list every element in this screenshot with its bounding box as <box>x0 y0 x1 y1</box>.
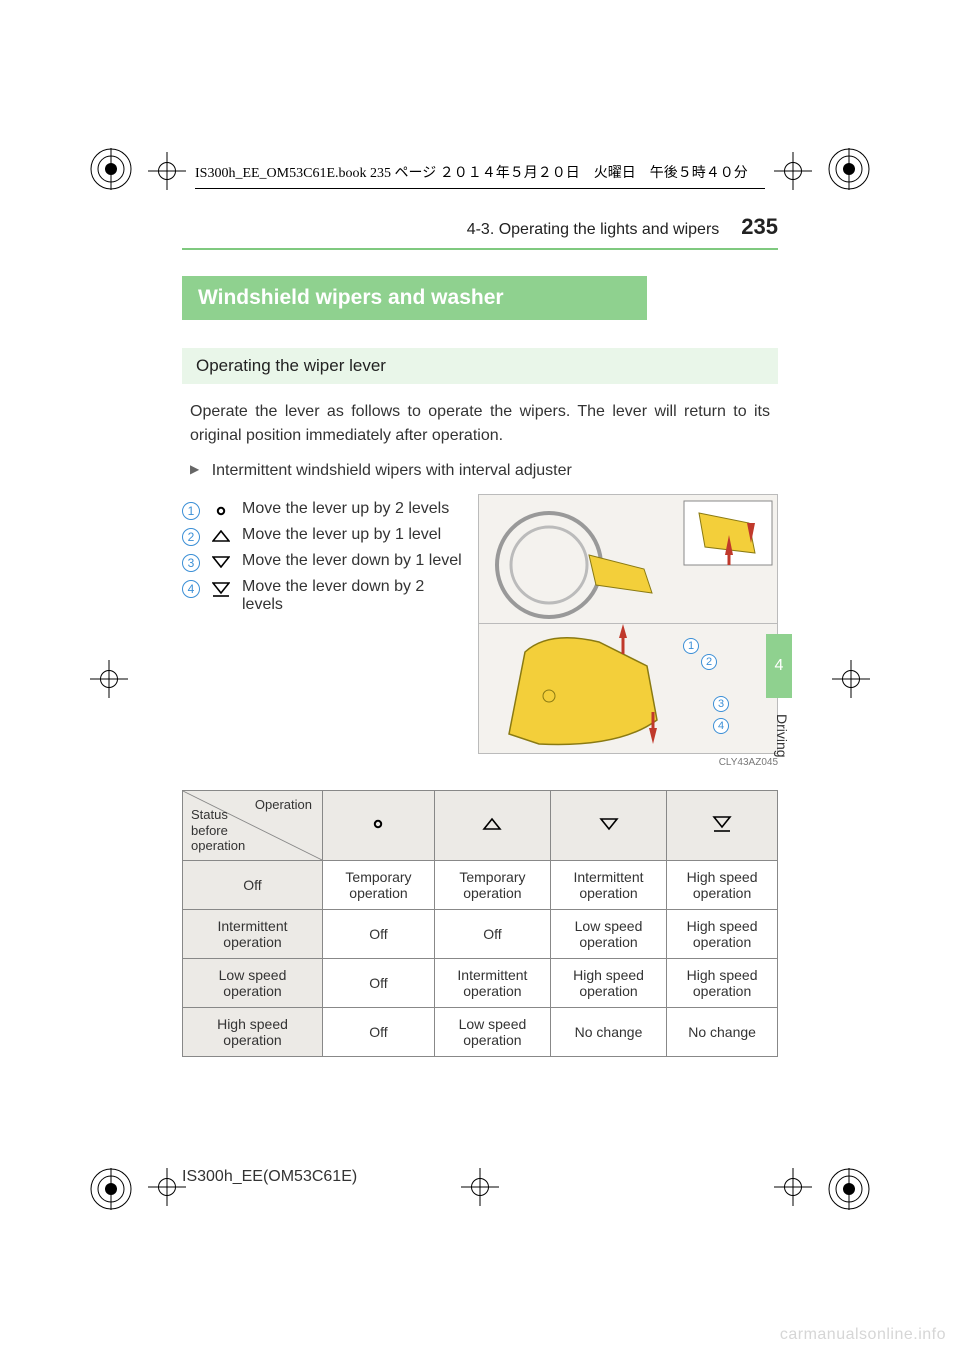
callout-4-icon: 4 <box>713 718 729 734</box>
table-cell: No change <box>667 1008 778 1057</box>
running-head: 4-3. Operating the lights and wipers 235 <box>182 214 778 240</box>
table-cell: Low speed operation <box>550 910 666 959</box>
print-header: IS300h_EE_OM53C61E.book 235 ページ ２０１４年５月２… <box>195 162 765 189</box>
step-number-icon: 3 <box>182 554 200 572</box>
lever-symbol-up-icon <box>210 530 232 542</box>
diag-label-top: Operation <box>255 797 312 812</box>
instruction-text: Move the lever up by 1 level <box>242 526 441 544</box>
table-row-header: Low speed operation <box>183 959 323 1008</box>
watermark: carmanualsonline.info <box>780 1326 946 1344</box>
crop-mark-icon <box>774 1168 812 1206</box>
lever-symbol-down2-icon <box>712 820 732 836</box>
crop-mark-icon <box>148 152 186 190</box>
instruction-item: 1 Move the lever up by 2 levels <box>182 500 464 520</box>
table-row-header: Off <box>183 861 323 910</box>
page-number: 235 <box>741 214 778 240</box>
lever-symbol-down2-icon <box>210 582 232 598</box>
table-cell: High speed operation <box>550 959 666 1008</box>
table-cell: Low speed operation <box>434 1008 550 1057</box>
table-col-header <box>667 791 778 861</box>
lever-symbol-down-icon <box>210 556 232 568</box>
instruction-item: 3 Move the lever down by 1 level <box>182 552 464 572</box>
header-rule <box>182 248 778 250</box>
table-cell: Intermittent operation <box>434 959 550 1008</box>
instruction-item: 2 Move the lever up by 1 level <box>182 526 464 546</box>
instruction-text: Move the lever down by 2 levels <box>242 578 464 614</box>
crop-mark-icon <box>148 1168 186 1206</box>
step-number-icon: 4 <box>182 580 200 598</box>
table-row-header: Intermittent operation <box>183 910 323 959</box>
lever-symbol-up-icon <box>482 818 502 834</box>
print-header-text: IS300h_EE_OM53C61E.book 235 ページ ２０１４年５月２… <box>195 166 748 181</box>
table-cell: High speed operation <box>667 959 778 1008</box>
section-title: 4-3. Operating the lights and wipers <box>467 221 720 239</box>
table-row: Intermittent operationOffOffLow speed op… <box>183 910 778 959</box>
step-number-icon: 1 <box>182 502 200 520</box>
intro-text: Operate the lever as follows to operate … <box>190 400 770 448</box>
subhead: ▶ Intermittent windshield wipers with in… <box>190 462 770 480</box>
step-number-icon: 2 <box>182 528 200 546</box>
figure-caption: CLY43AZ045 <box>478 757 778 768</box>
table-diag-header: Operation Status before operation <box>183 791 323 861</box>
table-col-header <box>434 791 550 861</box>
crop-mark-icon <box>832 660 870 698</box>
table-cell: Temporary operation <box>434 861 550 910</box>
table-cell: Temporary operation <box>323 861 435 910</box>
figure: 1 2 3 4 CLY43AZ045 <box>478 494 778 768</box>
triangle-bullet-icon: ▶ <box>190 462 199 476</box>
diag-label-bottom: Status before operation <box>191 807 245 854</box>
page-content: 4-3. Operating the lights and wipers 235… <box>182 214 778 1176</box>
table-cell: Off <box>323 910 435 959</box>
table-cell: Off <box>323 1008 435 1057</box>
subhead-text: Intermittent windshield wipers with inte… <box>212 462 572 479</box>
registration-target-icon <box>90 1168 132 1210</box>
figure-panel-top <box>478 494 778 624</box>
footer-code: IS300h_EE(OM53C61E) <box>182 1168 357 1186</box>
instruction-list: 1 Move the lever up by 2 levels 2 Move t… <box>182 494 464 768</box>
table-row: Low speed operationOffIntermittent opera… <box>183 959 778 1008</box>
registration-target-icon <box>90 148 132 190</box>
instruction-text: Move the lever up by 2 levels <box>242 500 449 518</box>
table-cell: No change <box>550 1008 666 1057</box>
crop-mark-icon <box>90 660 128 698</box>
table-row-header: High speed operation <box>183 1008 323 1057</box>
section-heading: Operating the wiper lever <box>182 348 778 384</box>
chapter-tab-number: 4 <box>775 657 784 675</box>
instruction-text: Move the lever down by 1 level <box>242 552 462 570</box>
dashboard-illustration-icon <box>479 495 778 624</box>
table-cell: High speed operation <box>667 910 778 959</box>
registration-target-icon <box>828 148 870 190</box>
crop-mark-icon <box>774 152 812 190</box>
lever-symbol-dot-icon <box>371 818 385 834</box>
callout-2-icon: 2 <box>701 654 717 670</box>
lever-symbol-down-icon <box>599 818 619 834</box>
callout-3-icon: 3 <box>713 696 729 712</box>
table-row: High speed operationOffLow speed operati… <box>183 1008 778 1057</box>
table-col-header <box>550 791 666 861</box>
table-cell: Off <box>323 959 435 1008</box>
table-cell: High speed operation <box>667 861 778 910</box>
figure-panel-bottom: 1 2 3 4 <box>478 624 778 754</box>
chapter-tab-label: Driving <box>774 714 790 758</box>
instruction-item: 4 Move the lever down by 2 levels <box>182 578 464 614</box>
chapter-tab: 4 <box>766 634 792 698</box>
table-col-header <box>323 791 435 861</box>
operation-table: Operation Status before operation OffTem… <box>182 790 778 1057</box>
table-row: OffTemporary operationTemporary operatio… <box>183 861 778 910</box>
callout-1-icon: 1 <box>683 638 699 654</box>
lever-illustration-icon <box>479 624 778 754</box>
page-title: Windshield wipers and washer <box>182 276 647 320</box>
lever-symbol-dot-icon <box>210 504 232 518</box>
table-cell: Intermittent operation <box>550 861 666 910</box>
registration-target-icon <box>828 1168 870 1210</box>
table-cell: Off <box>434 910 550 959</box>
